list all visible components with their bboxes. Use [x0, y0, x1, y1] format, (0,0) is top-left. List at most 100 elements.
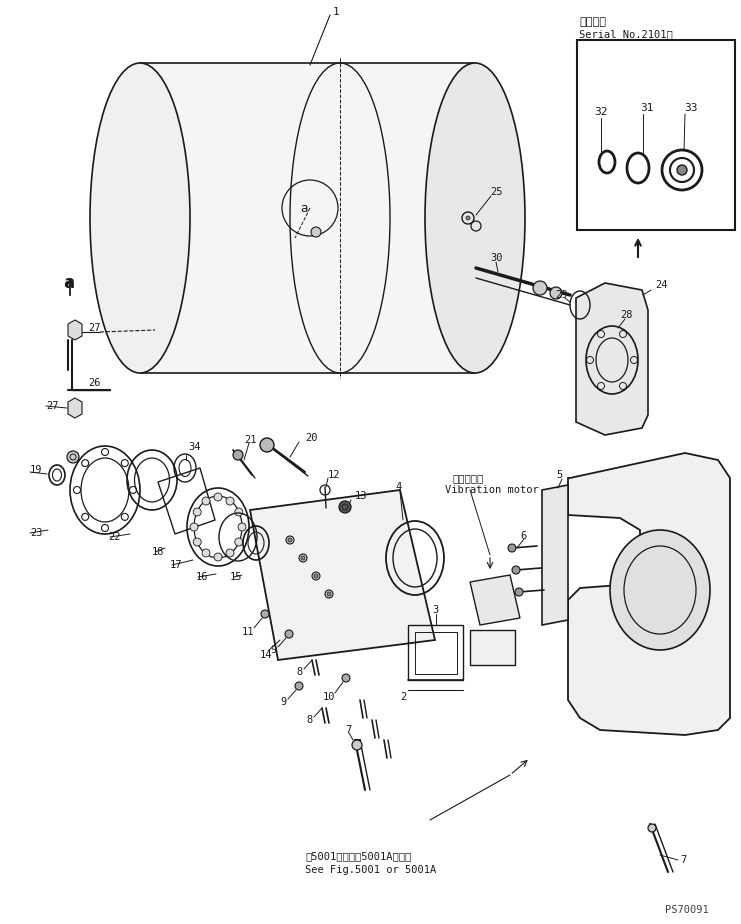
Circle shape	[339, 501, 351, 513]
Text: 4: 4	[395, 482, 401, 492]
Circle shape	[226, 497, 234, 505]
Circle shape	[550, 287, 562, 299]
Polygon shape	[250, 490, 435, 660]
Circle shape	[193, 538, 202, 546]
Text: a: a	[63, 274, 74, 292]
Circle shape	[214, 553, 222, 561]
Text: 16: 16	[196, 572, 208, 582]
Circle shape	[261, 610, 269, 618]
Circle shape	[648, 824, 656, 832]
Circle shape	[288, 538, 292, 542]
Circle shape	[533, 281, 547, 295]
Text: 21: 21	[244, 435, 256, 445]
Circle shape	[226, 549, 234, 557]
Text: See Fig.5001 or 5001A: See Fig.5001 or 5001A	[305, 865, 436, 875]
Bar	[408, 625, 463, 680]
Text: 7: 7	[680, 855, 686, 865]
Ellipse shape	[90, 63, 190, 373]
Text: 18: 18	[152, 547, 165, 557]
Text: 31: 31	[640, 103, 654, 113]
Text: Serial No.2101～: Serial No.2101～	[579, 29, 673, 39]
Circle shape	[285, 630, 293, 638]
Text: 10: 10	[323, 692, 336, 702]
Polygon shape	[576, 283, 648, 435]
Text: 6: 6	[520, 531, 526, 541]
Text: 22: 22	[108, 532, 121, 542]
Polygon shape	[568, 453, 730, 735]
Text: 19: 19	[30, 465, 42, 475]
Text: PS70091: PS70091	[665, 905, 708, 915]
Text: 9: 9	[270, 645, 276, 655]
Circle shape	[260, 438, 274, 452]
Text: 12: 12	[328, 470, 341, 480]
Circle shape	[311, 227, 321, 237]
Circle shape	[235, 508, 243, 516]
Circle shape	[67, 451, 79, 463]
Ellipse shape	[425, 63, 525, 373]
Circle shape	[327, 592, 331, 596]
Circle shape	[508, 544, 516, 552]
Text: 29: 29	[555, 290, 568, 300]
Circle shape	[512, 566, 520, 574]
Circle shape	[238, 523, 246, 531]
Text: 25: 25	[490, 187, 502, 197]
Text: 7: 7	[345, 725, 351, 735]
Text: 32: 32	[594, 107, 608, 117]
Circle shape	[299, 554, 307, 562]
Text: 20: 20	[305, 433, 317, 443]
Polygon shape	[542, 485, 568, 625]
Circle shape	[202, 549, 210, 557]
Circle shape	[314, 574, 318, 578]
Circle shape	[286, 536, 294, 544]
Text: 14: 14	[260, 650, 273, 660]
Text: 第5001図または5001A図参照: 第5001図または5001A図参照	[305, 851, 411, 861]
Text: 2: 2	[400, 692, 406, 702]
Circle shape	[190, 523, 198, 531]
Text: 15: 15	[230, 572, 242, 582]
Text: 17: 17	[170, 560, 182, 570]
Circle shape	[466, 216, 470, 220]
Text: 13: 13	[355, 491, 368, 501]
Text: 11: 11	[242, 627, 254, 637]
Text: 3: 3	[432, 605, 438, 615]
Polygon shape	[140, 63, 475, 373]
Text: 23: 23	[30, 528, 42, 538]
Text: 8: 8	[306, 715, 312, 725]
Circle shape	[301, 556, 305, 560]
Text: 24: 24	[655, 280, 668, 290]
Circle shape	[233, 450, 243, 460]
Polygon shape	[68, 320, 82, 340]
Ellipse shape	[610, 530, 710, 650]
Circle shape	[214, 493, 222, 501]
Text: 26: 26	[88, 378, 101, 388]
Text: 28: 28	[620, 310, 633, 320]
Text: 適用号機: 適用号機	[579, 17, 606, 27]
Circle shape	[193, 508, 202, 516]
Bar	[415, 632, 457, 674]
Circle shape	[352, 740, 362, 750]
Text: 起振モータ: 起振モータ	[452, 473, 483, 483]
Text: 34: 34	[188, 442, 201, 452]
Bar	[577, 40, 735, 230]
Text: 30: 30	[490, 253, 502, 263]
Circle shape	[325, 590, 333, 598]
Circle shape	[342, 674, 350, 682]
Text: 27: 27	[46, 401, 59, 411]
Text: 5: 5	[556, 470, 562, 480]
Text: 9: 9	[280, 697, 286, 707]
Text: 27: 27	[88, 323, 101, 333]
Text: Vibration motor: Vibration motor	[445, 485, 539, 495]
Circle shape	[235, 538, 243, 546]
Circle shape	[295, 682, 303, 690]
Circle shape	[515, 588, 523, 596]
Polygon shape	[68, 398, 82, 418]
Circle shape	[312, 572, 320, 580]
Text: 33: 33	[684, 103, 697, 113]
Text: 8: 8	[296, 667, 302, 677]
Circle shape	[202, 497, 210, 505]
Polygon shape	[470, 575, 520, 625]
Text: a: a	[300, 201, 308, 214]
Circle shape	[677, 165, 687, 175]
Text: 1: 1	[333, 7, 340, 17]
Bar	[470, 630, 515, 665]
